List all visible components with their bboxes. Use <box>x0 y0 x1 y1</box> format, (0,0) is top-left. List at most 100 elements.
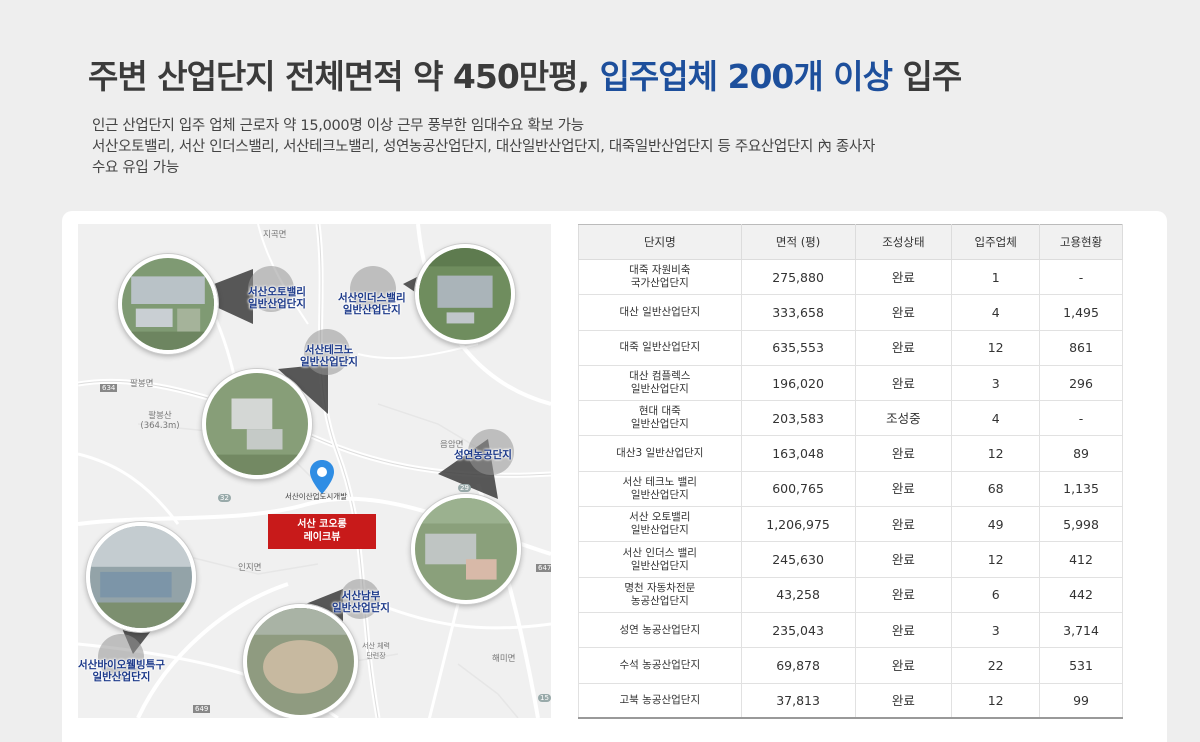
cell-companies: 49 <box>951 506 1041 543</box>
cell-status: 완료 <box>854 576 953 613</box>
label-nambu: 서산남부 일반산업단지 <box>332 590 390 614</box>
place-fitness: 서산 체력단련장 <box>362 642 390 660</box>
cell-name: 서산 인더스 밸리 일반산업단지 <box>578 541 742 578</box>
cell-companies: 3 <box>951 611 1041 649</box>
header-employment: 고용현황 <box>1039 224 1123 260</box>
cell-name: 현대 대죽 일반산업단지 <box>578 400 742 437</box>
cell-name: 대죽 자원비축 국가산업단지 <box>578 258 742 296</box>
cell-employment: 296 <box>1039 364 1123 402</box>
table-row: 대산3 일반산업단지 163,048 완료 12 89 <box>578 435 1123 472</box>
header-area: 면적 (평) <box>740 224 856 260</box>
cell-area: 203,583 <box>740 400 856 437</box>
place-eumam: 음암면 <box>440 440 464 450</box>
cell-companies: 4 <box>951 294 1041 331</box>
table-row: 대죽 일반산업단지 635,553 완료 12 861 <box>578 329 1123 366</box>
table-row: 대산 컴플렉스 일반산업단지 196,020 완료 3 296 <box>578 364 1123 402</box>
location-pin-icon <box>310 460 334 494</box>
cell-status: 조성중 <box>854 400 953 437</box>
description-line-2: 서산오토밸리, 서산 인더스밸리, 서산테크노밸리, 성연농공산업단지, 대산일… <box>92 139 875 155</box>
cell-area: 600,765 <box>740 470 856 508</box>
cell-companies: 6 <box>951 576 1041 613</box>
place-inji: 인지면 <box>238 563 262 573</box>
cell-employment: 3,714 <box>1039 611 1123 649</box>
cell-status: 완료 <box>854 329 953 366</box>
cell-employment: 1,495 <box>1039 294 1123 331</box>
cell-status: 완료 <box>854 682 953 720</box>
road-32: 32 <box>218 494 231 502</box>
page-headline: 주변 산업단지 전체면적 약 450만평, 입주업체 200개 이상 입주 <box>88 50 962 98</box>
cell-area: 43,258 <box>740 576 856 613</box>
cell-name: 대산 일반산업단지 <box>578 294 742 331</box>
label-techno-valley: 서산테크노 일반산업단지 <box>300 344 358 368</box>
cell-area: 163,048 <box>740 435 856 472</box>
cell-status: 완료 <box>854 647 953 684</box>
table-row: 수석 농공산업단지 69,878 완료 22 531 <box>578 647 1123 684</box>
marker-seongyeon <box>468 429 514 475</box>
road-647: 647 <box>536 564 551 572</box>
cell-employment: 1,135 <box>1039 470 1123 508</box>
cell-area: 196,020 <box>740 364 856 402</box>
site-label-box: 서산 코오롱 레이크뷰 <box>268 514 376 549</box>
cell-name: 서산 오토밸리 일반산업단지 <box>578 506 742 543</box>
cell-area: 235,043 <box>740 611 856 649</box>
cell-status: 완료 <box>854 258 953 296</box>
cell-area: 69,878 <box>740 647 856 684</box>
cell-employment: 861 <box>1039 329 1123 366</box>
road-649: 649 <box>193 705 211 713</box>
label-indus-valley: 서산인더스밸리 일반산업단지 <box>338 292 406 316</box>
description-line-1: 인근 산업단지 입주 업체 근로자 약 15,000명 이상 근무 풍부한 임대… <box>92 118 584 134</box>
marker-indus <box>350 266 396 312</box>
cell-employment: 5,998 <box>1039 506 1123 543</box>
cell-companies: 1 <box>951 258 1041 296</box>
header-companies: 입주업체 <box>951 224 1041 260</box>
cell-area: 275,880 <box>740 258 856 296</box>
cell-companies: 12 <box>951 541 1041 578</box>
place-palbongsan: 팔봉산 (364.3m) <box>140 411 180 431</box>
industrial-complex-table: 단지명 면적 (평) 조성상태 입주업체 고용현황 대죽 자원비축 국가산업단지… <box>578 224 1123 720</box>
table-row: 현대 대죽 일반산업단지 203,583 조성중 4- <box>578 400 1123 437</box>
table-header-row: 단지명 면적 (평) 조성상태 입주업체 고용현황 <box>578 224 1123 260</box>
cell-employment: 89 <box>1039 435 1123 472</box>
cell-status: 완료 <box>854 506 953 543</box>
table-row: 서산 오토밸리 일반산업단지 1,206,975 완료 49 5,998 <box>578 506 1123 543</box>
cell-status: 완료 <box>854 611 953 649</box>
road-29: 29 <box>458 484 471 492</box>
photo-indus-valley <box>415 244 515 344</box>
cell-area: 1,206,975 <box>740 506 856 543</box>
cell-companies: 12 <box>951 682 1041 720</box>
cell-employment: 412 <box>1039 541 1123 578</box>
cell-employment: 99 <box>1039 682 1123 720</box>
marker-bio <box>98 634 144 680</box>
cell-area: 245,630 <box>740 541 856 578</box>
cell-employment: - <box>1039 400 1123 437</box>
cell-companies: 22 <box>951 647 1041 684</box>
cell-status: 완료 <box>854 435 953 472</box>
table-row: 서산 테크노 밸리 일반산업단지 600,765 완료 68 1,135 <box>578 470 1123 508</box>
cell-employment: 442 <box>1039 576 1123 613</box>
marker-techno <box>304 329 350 375</box>
cell-status: 완료 <box>854 364 953 402</box>
table-row: 성연 농공산업단지 235,043 완료 3 3,714 <box>578 611 1123 649</box>
header-name: 단지명 <box>578 224 742 260</box>
table-row: 서산 인더스 밸리 일반산업단지 245,630 완료 12 412 <box>578 541 1123 578</box>
cell-status: 완료 <box>854 294 953 331</box>
road-634: 634 <box>100 384 118 392</box>
table-row: 고북 농공산업단지 37,813 완료 12 99 <box>578 682 1123 720</box>
cell-companies: 3 <box>951 364 1041 402</box>
headline-part3: 입주 <box>902 57 962 96</box>
table-row: 대죽 자원비축 국가산업단지 275,880 완료 1- <box>578 258 1123 296</box>
cell-employment: - <box>1039 258 1123 296</box>
marker-nambu <box>340 579 380 619</box>
label-bio-wellbeing: 서산바이오웰빙특구 일반산업단지 <box>78 659 165 683</box>
photo-techno-valley <box>202 369 312 479</box>
place-jigok: 지곡면 <box>263 230 287 240</box>
label-auto-valley: 서산오토밸리 일반산업단지 <box>248 286 306 310</box>
photo-auto-valley <box>118 254 218 354</box>
cell-name: 서산 테크노 밸리 일반산업단지 <box>578 470 742 508</box>
cell-companies: 68 <box>951 470 1041 508</box>
headline-highlight: 입주업체 200개 이상 <box>599 57 893 96</box>
description: 인근 산업단지 입주 업체 근로자 약 15,000명 이상 근무 풍부한 임대… <box>92 116 875 179</box>
headline-part1: 주변 산업단지 전체면적 약 450만평, <box>88 57 590 96</box>
photo-nambu <box>243 604 358 718</box>
photo-seongyeon <box>411 494 521 604</box>
